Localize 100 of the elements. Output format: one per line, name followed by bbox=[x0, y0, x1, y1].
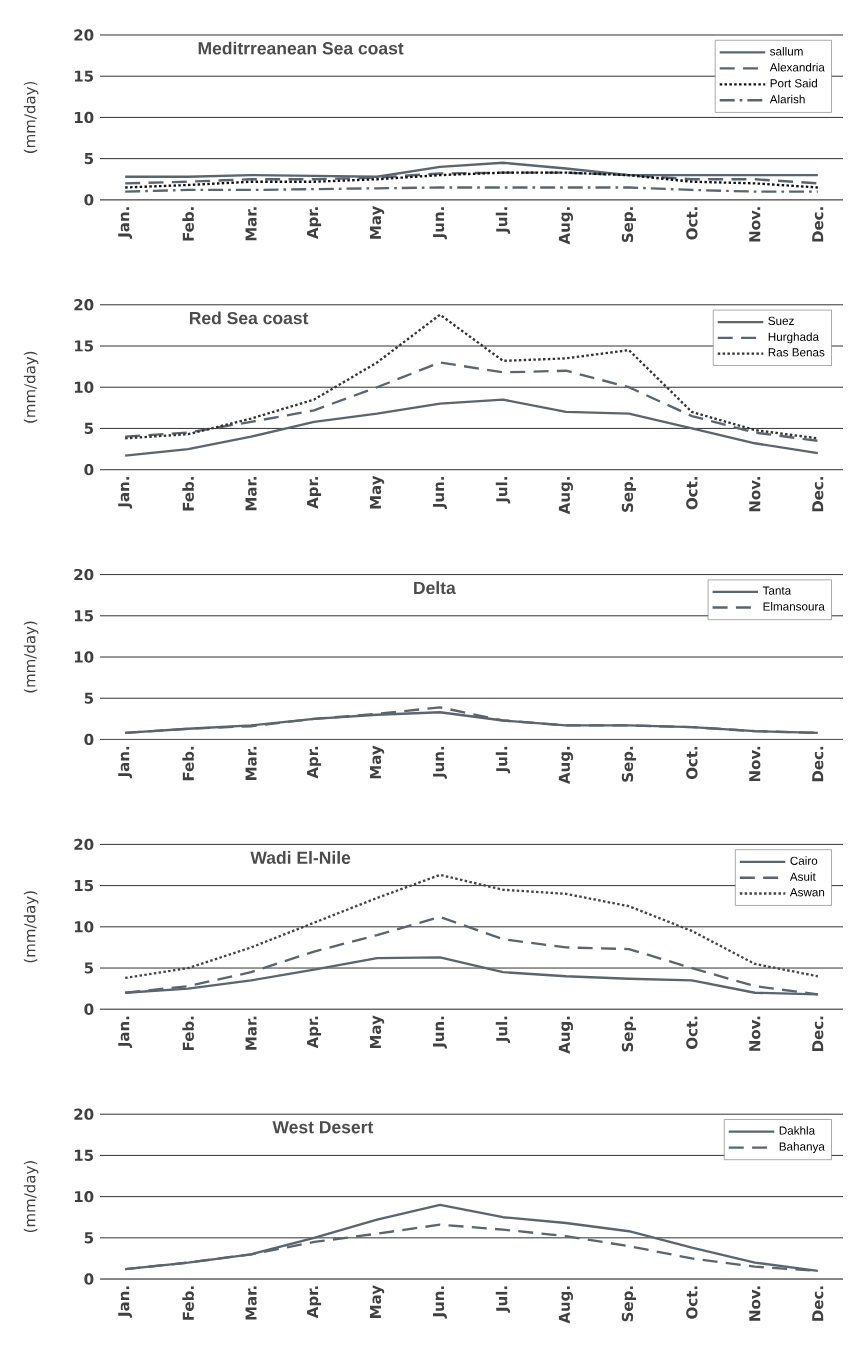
x-tick-label: Sep. bbox=[621, 1286, 637, 1322]
x-tick-label: Nov. bbox=[749, 207, 761, 242]
legend-label: Alarish bbox=[769, 94, 805, 104]
legend-label: Alexandria bbox=[769, 62, 825, 72]
x-tick-label: May bbox=[369, 205, 385, 239]
y-tick-label: 5 bbox=[84, 692, 94, 704]
legend-label: Hurghada bbox=[768, 332, 820, 344]
y-tick-label: 5 bbox=[84, 422, 94, 434]
x-tick-label: Apr. bbox=[307, 207, 322, 239]
x-tick-label: Mar. bbox=[245, 207, 257, 241]
x-tick-label: Dec. bbox=[812, 1016, 824, 1051]
x-tick-label: Jan. bbox=[118, 1286, 133, 1318]
x-tick-label: May bbox=[369, 475, 385, 509]
x-tick-label: Nov. bbox=[749, 477, 761, 512]
legend-label: sallum bbox=[770, 46, 803, 56]
y-axis-title: (mm/day) bbox=[23, 891, 39, 963]
chart-title: Delta bbox=[414, 581, 456, 595]
x-tick-label: Sep. bbox=[621, 746, 637, 782]
x-tick-label: May bbox=[369, 1015, 385, 1049]
chart-title: Red Sea coast bbox=[189, 311, 309, 325]
chart-title: West Desert bbox=[272, 1121, 374, 1134]
y-tick-label: 15 bbox=[74, 340, 94, 352]
x-tick-label: Jul. bbox=[495, 207, 511, 234]
x-tick-label: Jul. bbox=[495, 746, 511, 774]
x-tick-label: Nov. bbox=[749, 1016, 761, 1051]
x-tick-label: Feb. bbox=[182, 477, 194, 511]
y-tick-label: 10 bbox=[74, 1190, 94, 1203]
x-tick-label: Mar. bbox=[245, 477, 257, 511]
x-tick-label: Oct. bbox=[686, 1016, 698, 1049]
x-tick-label: Jan. bbox=[118, 746, 133, 779]
y-tick-label: 20 bbox=[74, 1108, 94, 1120]
y-tick-label: 15 bbox=[74, 70, 94, 82]
x-tick-label: Jan. bbox=[118, 1016, 133, 1049]
y-tick-label: 0 bbox=[84, 463, 94, 476]
y-tick-label: 10 bbox=[74, 381, 94, 393]
x-tick-label: Apr. bbox=[307, 1286, 322, 1319]
x-tick-label: Dec. bbox=[812, 477, 824, 512]
line-series bbox=[124, 171, 819, 189]
x-tick-label: Jan. bbox=[118, 207, 133, 239]
y-tick-label: 10 bbox=[74, 111, 94, 124]
y-tick-label: 10 bbox=[74, 651, 94, 663]
x-tick-label: Dec. bbox=[812, 1286, 824, 1321]
legend-label: Elmansoura bbox=[763, 602, 825, 611]
x-tick-label: Jun. bbox=[433, 1286, 447, 1319]
y-tick-label: 0 bbox=[84, 194, 94, 206]
y-tick-label: 0 bbox=[84, 1003, 94, 1015]
x-tick-label: Jun. bbox=[433, 207, 447, 240]
y-tick-label: 20 bbox=[74, 29, 94, 41]
x-tick-label: Sep. bbox=[621, 477, 637, 512]
legend-label: Port Said bbox=[770, 78, 817, 88]
y-axis-title: (mm/day) bbox=[23, 621, 39, 693]
x-tick-label: May bbox=[369, 1285, 385, 1318]
x-tick-label: Oct. bbox=[686, 207, 698, 240]
legend-label: Cairo bbox=[790, 856, 818, 865]
x-tick-label: Jul. bbox=[495, 477, 511, 504]
y-tick-label: 15 bbox=[74, 610, 94, 622]
y-tick-label: 10 bbox=[74, 921, 94, 933]
y-tick-label: 20 bbox=[74, 838, 94, 851]
y-tick-label: 5 bbox=[84, 153, 94, 165]
x-tick-label: Jan. bbox=[118, 477, 133, 509]
y-tick-label: 5 bbox=[84, 1232, 94, 1244]
x-tick-label: Feb. bbox=[182, 746, 194, 781]
y-tick-label: 15 bbox=[74, 880, 94, 892]
line-series bbox=[124, 398, 819, 457]
y-tick-label: 5 bbox=[84, 962, 94, 974]
x-tick-label: Jul. bbox=[495, 1286, 511, 1313]
x-tick-label: Mar. bbox=[245, 1286, 257, 1320]
x-tick-label: Jun. bbox=[433, 1016, 447, 1049]
x-tick-label: Sep. bbox=[621, 207, 637, 243]
line-series bbox=[124, 361, 819, 442]
legend-label: Asuit bbox=[789, 872, 816, 881]
x-tick-label: Apr. bbox=[307, 1016, 322, 1049]
x-tick-label: Aug. bbox=[558, 207, 574, 245]
x-tick-label: Apr. bbox=[307, 477, 322, 509]
chart-title: Meditrreanean Sea coast bbox=[198, 41, 404, 55]
x-tick-label: Aug. bbox=[558, 1286, 574, 1324]
x-tick-label: Jun. bbox=[433, 746, 447, 779]
legend-label: Ras Benas bbox=[768, 348, 825, 357]
chart-title: Wadi El-Nile bbox=[250, 851, 351, 864]
x-tick-label: Sep. bbox=[621, 1016, 637, 1052]
x-tick-label: Aug. bbox=[558, 746, 574, 784]
legend-label: Suez bbox=[768, 316, 794, 325]
x-tick-label: Aug. bbox=[558, 477, 574, 515]
x-tick-label: Dec. bbox=[812, 746, 824, 782]
y-tick-label: 20 bbox=[74, 299, 94, 311]
x-tick-label: Jul. bbox=[495, 1016, 511, 1044]
x-tick-label: Feb. bbox=[182, 1016, 194, 1050]
legend-label: Bahanya bbox=[779, 1142, 825, 1153]
x-tick-label: Nov. bbox=[749, 746, 761, 782]
y-tick-label: 0 bbox=[84, 1273, 94, 1285]
y-tick-label: 20 bbox=[74, 568, 94, 581]
x-tick-label: Mar. bbox=[245, 1016, 257, 1050]
y-tick-label: 15 bbox=[74, 1149, 94, 1161]
y-tick-label: 0 bbox=[84, 733, 94, 746]
x-tick-label: Oct. bbox=[686, 477, 698, 510]
y-axis-title: (mm/day) bbox=[23, 1161, 39, 1233]
legend-label: Dakhla bbox=[779, 1126, 816, 1135]
y-axis-title: (mm/day) bbox=[23, 351, 39, 423]
x-tick-label: Mar. bbox=[245, 746, 257, 780]
x-tick-label: Aug. bbox=[558, 1016, 574, 1054]
